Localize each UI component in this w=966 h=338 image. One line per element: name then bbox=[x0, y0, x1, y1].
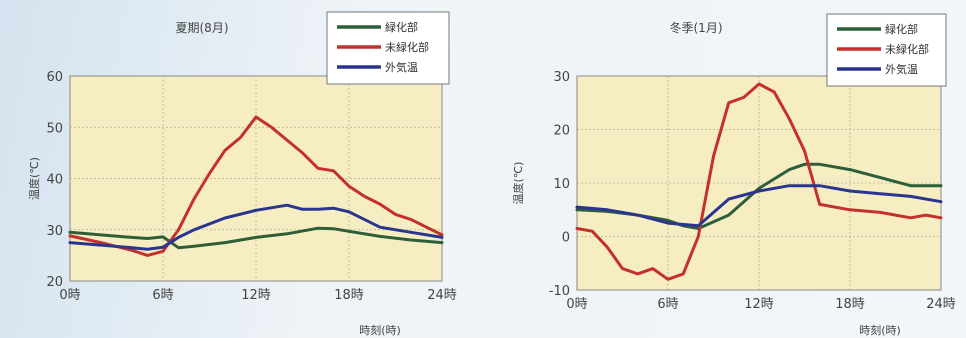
series-line-1 bbox=[68, 115, 444, 257]
x-tick-label: 24時 bbox=[926, 297, 956, 312]
y-axis-label: 温度(℃) bbox=[27, 157, 41, 200]
summer-chart: 20 30 40 50 60 0時 6時 12時 18時 24時 夏期(8月) 温度(℃) 時刻(時) 緑… bbox=[27, 11, 457, 337]
y-tick-label: 20 bbox=[46, 275, 63, 290]
y-tick-label: 30 bbox=[46, 224, 63, 239]
series-line-0 bbox=[68, 226, 444, 250]
x-tick-label: 0時 bbox=[59, 288, 80, 303]
series-line-2 bbox=[575, 184, 943, 228]
y-tick-label: 60 bbox=[46, 70, 63, 85]
winter-chart: -10 0 10 20 30 0時 6時 12時 18時 24時 冬季(1月) 温度(℃) 時刻(時) 緑… bbox=[511, 13, 956, 337]
x-tick-label: 6時 bbox=[657, 297, 678, 312]
x-axis-label: 時刻(時) bbox=[359, 323, 401, 337]
series-line-2 bbox=[68, 203, 444, 251]
x-tick-label: 12時 bbox=[744, 297, 774, 312]
legend-label: 緑化部 bbox=[885, 22, 918, 36]
legend-label: 未緑化部 bbox=[885, 42, 929, 56]
legend-label: 緑化部 bbox=[385, 20, 418, 34]
x-tick-label: 18時 bbox=[835, 297, 865, 312]
legend-label: 外気温 bbox=[385, 60, 418, 74]
x-tick-label: 24時 bbox=[427, 288, 457, 303]
x-axis-label: 時刻(時) bbox=[859, 323, 901, 337]
y-tick-label: -10 bbox=[549, 284, 570, 299]
y-tick-label: 40 bbox=[46, 173, 63, 188]
chart-title: 冬季(1月) bbox=[670, 20, 723, 35]
x-tick-label: 6時 bbox=[152, 288, 173, 303]
y-axis-label: 温度(℃) bbox=[511, 162, 525, 205]
y-tick-label: 0 bbox=[562, 231, 570, 246]
y-tick-label: 20 bbox=[553, 124, 570, 139]
y-tick-label: 50 bbox=[46, 121, 63, 136]
x-tick-label: 0時 bbox=[566, 297, 587, 312]
x-tick-label: 18時 bbox=[334, 288, 364, 303]
legend-label: 外気温 bbox=[885, 62, 918, 76]
y-tick-label: 10 bbox=[553, 177, 570, 192]
legend-label: 未緑化部 bbox=[385, 40, 429, 54]
x-tick-label: 12時 bbox=[241, 288, 271, 303]
chart-title: 夏期(8月) bbox=[176, 21, 229, 35]
series-line-1 bbox=[575, 82, 943, 281]
y-tick-label: 30 bbox=[553, 70, 570, 85]
